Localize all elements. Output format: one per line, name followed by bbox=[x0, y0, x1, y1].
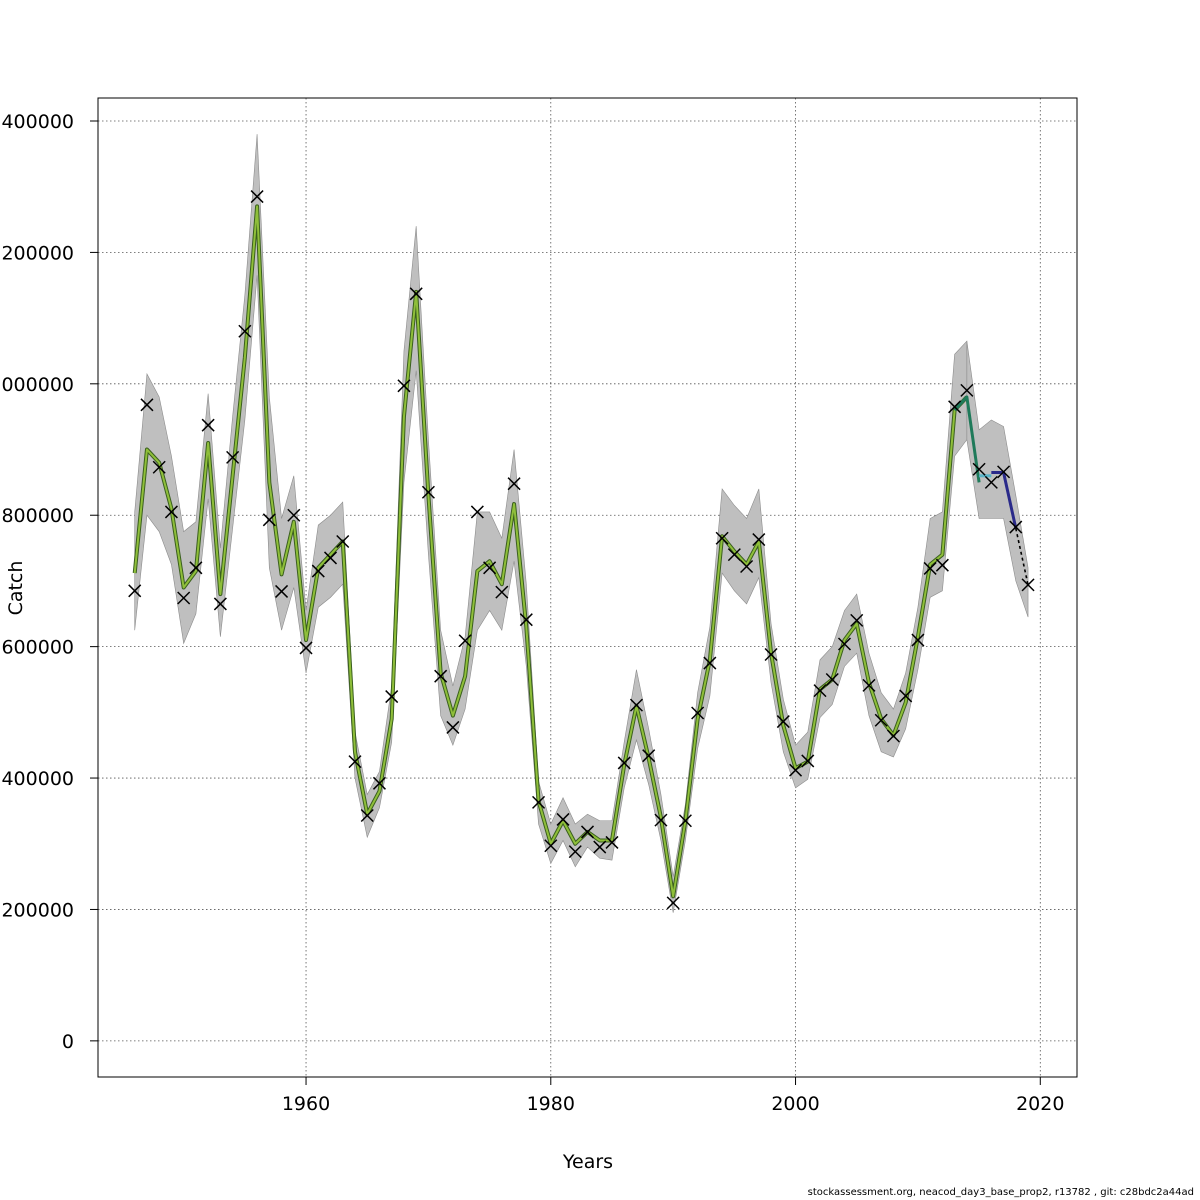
x-tick-label: 2000 bbox=[771, 1093, 819, 1115]
observed-point bbox=[360, 808, 374, 823]
observed-point bbox=[421, 485, 435, 499]
observed-point bbox=[483, 561, 497, 575]
observed-point bbox=[556, 812, 570, 826]
observed-point bbox=[837, 637, 852, 651]
observed-point bbox=[544, 839, 558, 853]
observed-point bbox=[409, 287, 423, 301]
x-tick-label: 2020 bbox=[1016, 1093, 1064, 1115]
observed-point bbox=[874, 713, 888, 727]
x-axis-label: Years bbox=[562, 1151, 613, 1173]
observed-markers-layer bbox=[128, 190, 1035, 910]
observed-point bbox=[899, 689, 913, 703]
y-tick-label: 400000 bbox=[1, 768, 74, 790]
confidence-band-layer bbox=[134, 134, 1029, 913]
observed-point bbox=[960, 383, 974, 397]
observed-point bbox=[164, 505, 178, 519]
observed-point bbox=[997, 465, 1011, 479]
observed-point bbox=[226, 450, 240, 464]
y-tick-label: 1400000 bbox=[0, 111, 74, 133]
observed-point bbox=[201, 418, 215, 432]
observed-point bbox=[1009, 520, 1023, 534]
observed-point bbox=[752, 533, 766, 547]
observed-point bbox=[507, 477, 521, 491]
observed-point bbox=[495, 585, 509, 599]
observed-point bbox=[935, 558, 949, 572]
plot-frame bbox=[97, 97, 1078, 1078]
observed-point bbox=[678, 814, 692, 828]
retro-line bbox=[953, 395, 981, 483]
observed-point bbox=[458, 634, 472, 648]
observed-point bbox=[580, 825, 595, 839]
observed-point bbox=[666, 896, 680, 910]
observed-point bbox=[789, 763, 803, 777]
observed-point bbox=[715, 531, 729, 545]
observed-point bbox=[250, 190, 264, 204]
observed-point bbox=[434, 669, 448, 683]
observed-point bbox=[372, 776, 386, 790]
observed-point bbox=[764, 647, 778, 662]
observed-point bbox=[470, 505, 484, 519]
y-tick-label: 0 bbox=[62, 1031, 74, 1053]
observed-point bbox=[385, 690, 399, 704]
footer-credit: stockassessment.org, neacod_day3_base_pr… bbox=[807, 1187, 1194, 1198]
axis-layer: 1960 1980 2000 2020 0 200000 400000 600000 80000… bbox=[0, 111, 1064, 1115]
observed-point bbox=[189, 561, 203, 575]
observed-point bbox=[850, 613, 864, 627]
observed-point bbox=[213, 597, 227, 611]
observed-point bbox=[691, 706, 705, 720]
observed-point bbox=[642, 749, 656, 763]
observed-point bbox=[984, 475, 998, 489]
observed-point bbox=[348, 755, 362, 769]
observed-point bbox=[275, 584, 289, 598]
observed-point bbox=[862, 678, 876, 692]
observed-point bbox=[238, 324, 252, 338]
y-tick-label: 1000000 bbox=[0, 374, 74, 396]
observed-point bbox=[605, 835, 619, 849]
observed-point bbox=[593, 840, 607, 854]
observed-point bbox=[311, 564, 325, 578]
x-tick-label: 1980 bbox=[527, 1093, 575, 1115]
observed-point bbox=[703, 656, 717, 670]
forecast-dashed-line bbox=[1015, 528, 1029, 586]
observed-point bbox=[727, 548, 741, 562]
observed-point bbox=[336, 534, 350, 549]
y-tick-label: 800000 bbox=[1, 505, 74, 527]
observed-point bbox=[776, 715, 790, 729]
observed-point bbox=[948, 400, 962, 414]
observed-point bbox=[446, 720, 460, 734]
observed-point bbox=[740, 559, 754, 574]
observed-point bbox=[886, 729, 900, 743]
observed-point bbox=[923, 561, 937, 575]
forecast-band bbox=[966, 341, 1029, 618]
observed-point bbox=[813, 684, 827, 698]
observed-point bbox=[568, 845, 582, 859]
y-tick-label: 1200000 bbox=[0, 242, 74, 264]
y-tick-label: 600000 bbox=[1, 637, 74, 659]
observed-point bbox=[617, 756, 631, 770]
observed-point bbox=[911, 633, 925, 647]
observed-point bbox=[177, 591, 191, 605]
grid-layer bbox=[98, 98, 1077, 1077]
observed-point bbox=[397, 379, 411, 393]
observed-point bbox=[323, 551, 338, 565]
observed-point bbox=[152, 460, 166, 474]
observed-point bbox=[654, 813, 668, 827]
observed-point bbox=[262, 513, 276, 527]
y-axis-label: Catch bbox=[5, 561, 27, 616]
observed-point bbox=[629, 698, 643, 712]
observed-point bbox=[128, 584, 142, 598]
observed-point bbox=[140, 398, 154, 412]
observed-point bbox=[287, 508, 301, 522]
observed-point bbox=[1021, 578, 1035, 592]
observed-point bbox=[299, 641, 313, 655]
observed-point bbox=[972, 462, 986, 476]
observed-point bbox=[801, 754, 815, 768]
x-tick-label: 1960 bbox=[282, 1093, 330, 1115]
observed-point bbox=[519, 613, 533, 627]
y-tick-label: 200000 bbox=[1, 899, 74, 921]
observed-point bbox=[532, 795, 546, 809]
observed-point bbox=[825, 672, 839, 687]
